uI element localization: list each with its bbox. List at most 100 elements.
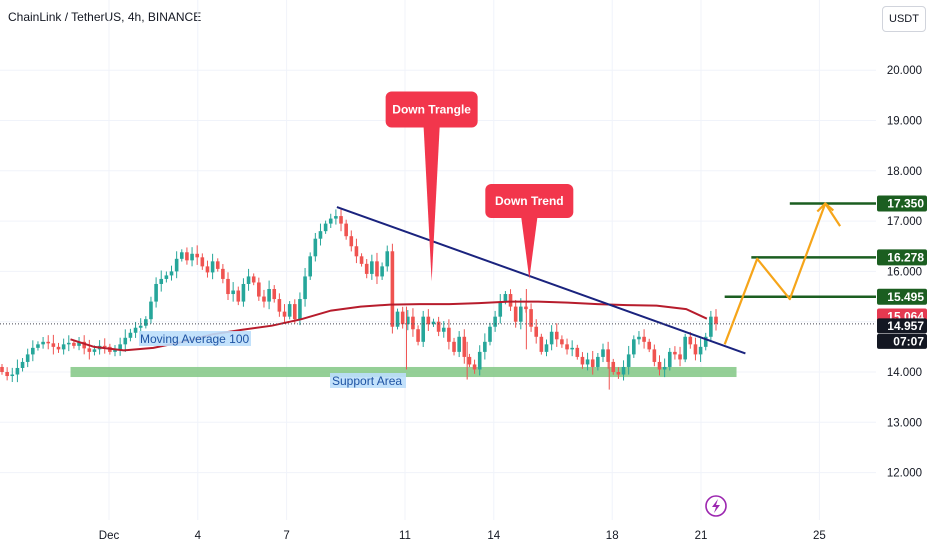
candle-body — [400, 311, 405, 325]
candle-body — [308, 256, 313, 277]
lightning-icon[interactable] — [705, 495, 727, 517]
candle-body — [138, 325, 143, 328]
candle-body — [626, 354, 631, 367]
candle-body — [179, 252, 184, 259]
candle-body — [241, 283, 246, 302]
candle-body — [441, 327, 446, 332]
candle-body — [236, 290, 241, 302]
candle-body — [642, 336, 646, 342]
candle-body — [395, 311, 400, 327]
candle-body — [703, 336, 708, 347]
price-tag-label: 14.957 — [887, 319, 924, 333]
ma-label-bg — [139, 331, 251, 346]
candle-body — [575, 347, 580, 357]
candle-body — [488, 326, 492, 342]
projection-arrowhead — [816, 201, 835, 213]
candle-body — [370, 261, 374, 274]
candle-body — [380, 266, 384, 277]
x-tick-label: 21 — [695, 530, 708, 542]
candle-body — [709, 316, 713, 337]
candle-body — [570, 347, 574, 350]
candle-body — [164, 275, 169, 279]
candle-body — [205, 266, 210, 273]
candle-body — [0, 366, 4, 372]
candle-body — [272, 289, 277, 300]
support-zone — [70, 366, 737, 378]
candle-body — [611, 361, 616, 372]
countdown-label: 07:07 — [893, 334, 924, 348]
callout-box — [385, 91, 478, 128]
candle-body — [673, 351, 677, 355]
candle-body — [267, 289, 271, 302]
candle-body — [539, 336, 544, 352]
candle-body — [287, 304, 292, 317]
callout-pointer — [521, 217, 538, 279]
candle-body — [210, 261, 215, 273]
callout-pointer — [423, 127, 440, 282]
y-tick-label: 14.000 — [887, 367, 922, 379]
candle-body — [565, 344, 569, 350]
candle-body — [262, 296, 266, 302]
candle-body — [215, 261, 220, 269]
candle-body — [20, 361, 25, 368]
candle-body — [313, 238, 318, 257]
x-tick-label: 25 — [813, 530, 826, 542]
candle-body — [10, 374, 15, 377]
candle-body — [118, 344, 122, 350]
candle-body — [452, 341, 456, 352]
candle-body — [657, 361, 662, 370]
candle-body — [549, 331, 554, 345]
y-tick-label: 12.000 — [887, 468, 922, 480]
candle-body — [457, 336, 461, 352]
y-tick-label: 16.000 — [887, 266, 922, 278]
chart-labels: Moving Average 100 Support Area — [139, 331, 406, 388]
candle-body — [385, 251, 390, 267]
candle-body — [328, 218, 333, 224]
candle-body — [113, 349, 117, 352]
candle-body — [431, 321, 436, 325]
candle-body — [185, 252, 189, 261]
candle-body — [606, 349, 610, 362]
candle-body — [292, 304, 297, 320]
y-tick-label: 13.000 — [887, 417, 922, 429]
candle-body — [56, 346, 61, 350]
candle-body — [61, 344, 66, 350]
candle-body — [590, 359, 595, 367]
candle-body — [354, 246, 359, 257]
candle-body — [601, 349, 605, 357]
candle-body — [92, 349, 97, 352]
currency-button[interactable]: USDT — [882, 6, 926, 32]
callouts: Down Trangle Down Trend — [385, 91, 574, 282]
candle-body — [133, 327, 138, 333]
projection-line — [723, 202, 842, 345]
callout-box — [485, 183, 574, 218]
candle-body — [678, 354, 682, 360]
y-tick-label: 17.000 — [887, 216, 922, 228]
candle-body — [66, 342, 71, 345]
candle-body — [159, 278, 164, 284]
support-area-label: Support Area — [332, 374, 402, 388]
candle-body — [621, 366, 626, 375]
candle-body — [282, 311, 287, 317]
candle-body — [72, 342, 76, 346]
x-tick-label: 7 — [283, 530, 289, 542]
candle-body — [200, 257, 205, 267]
candle-body — [560, 339, 564, 345]
candle-body — [421, 316, 426, 342]
candle-body — [15, 367, 20, 375]
support-area-band — [70, 366, 737, 378]
candle-body — [405, 316, 410, 325]
lightning-icon-bolt — [712, 499, 720, 513]
candle-body — [257, 282, 261, 297]
price-tag-bg — [877, 288, 927, 305]
x-tick-label: Dec — [99, 530, 120, 542]
candle-body — [82, 341, 86, 349]
candle-body — [323, 223, 328, 232]
support-label-bg — [330, 373, 406, 388]
candle-body — [25, 354, 30, 362]
candle-body — [493, 316, 497, 327]
horizontal-levels — [0, 202, 876, 325]
candle-body — [364, 263, 369, 274]
